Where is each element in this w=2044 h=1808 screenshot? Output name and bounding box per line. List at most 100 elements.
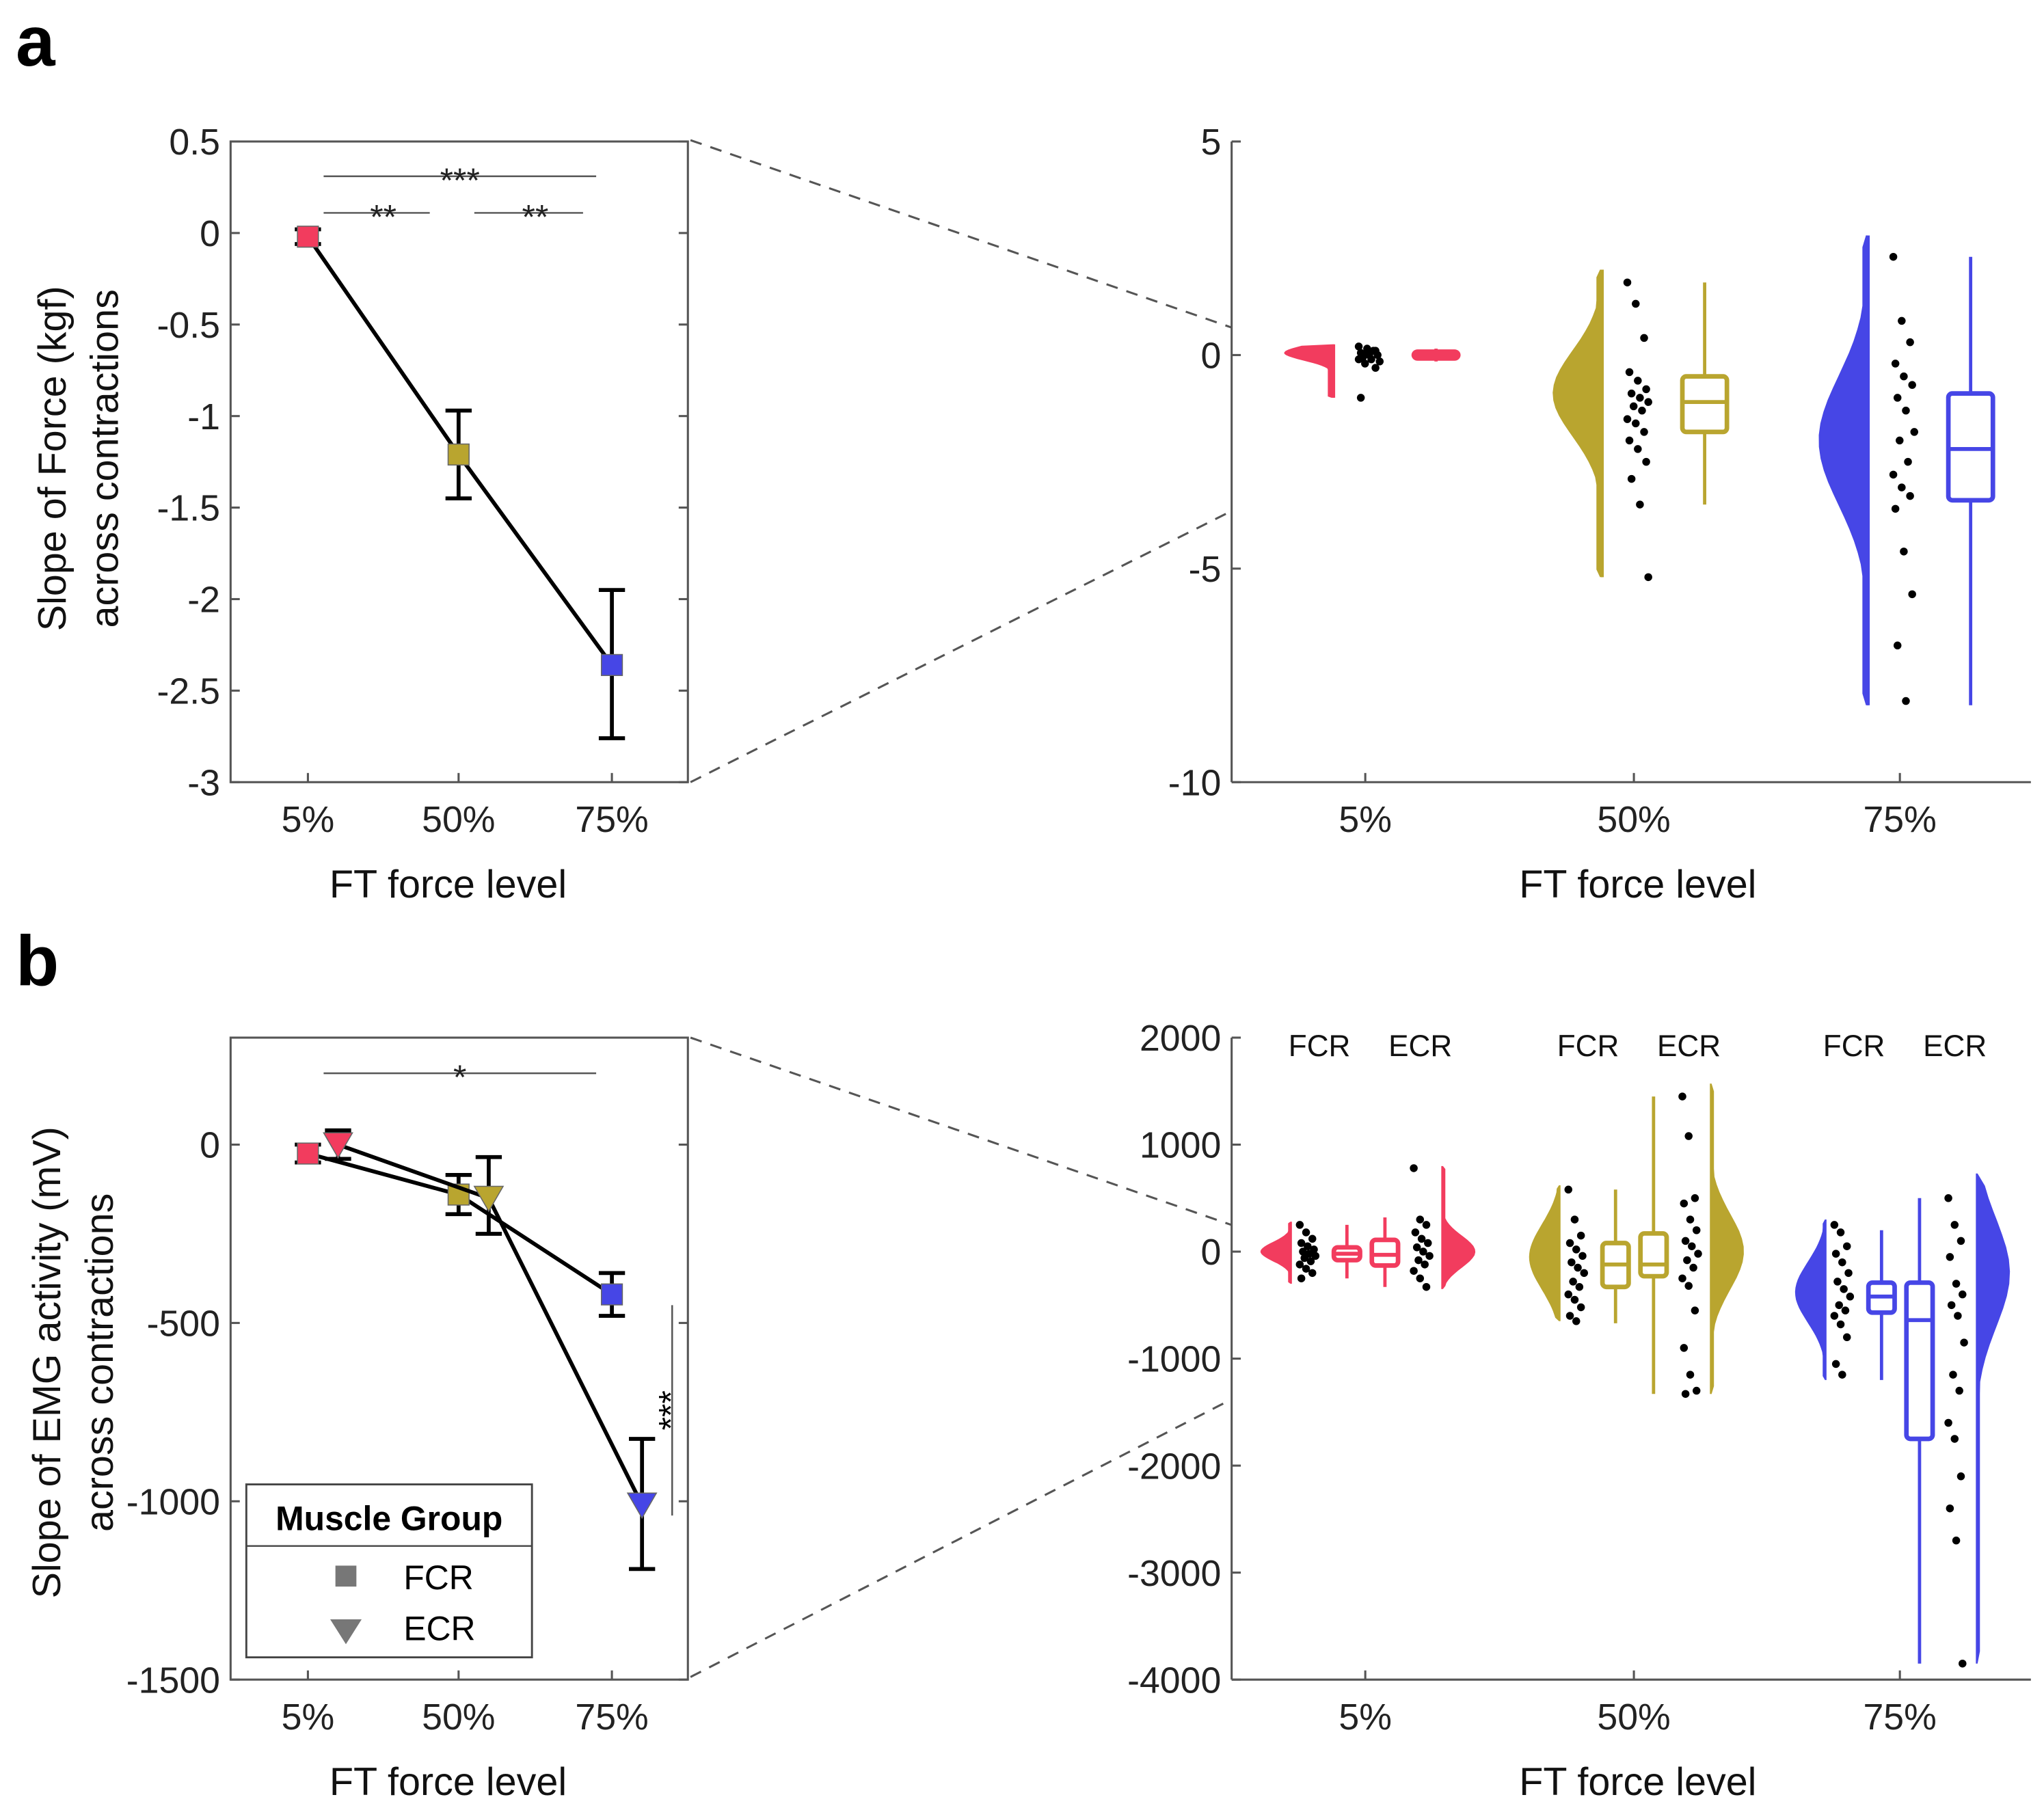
data-dot xyxy=(1956,1472,1965,1481)
y-tick-label: -1500 xyxy=(126,1660,220,1701)
data-dot xyxy=(1369,347,1377,355)
data-dot xyxy=(1642,457,1650,466)
data-dot xyxy=(1691,1306,1699,1314)
data-dot xyxy=(1694,1250,1702,1258)
data-dot xyxy=(1955,1386,1963,1395)
y-tick-label: -4000 xyxy=(1127,1660,1221,1701)
data-dot xyxy=(1634,445,1642,453)
data-dot xyxy=(1421,1260,1429,1269)
panel-label-b: b xyxy=(16,921,59,1000)
data-dot xyxy=(1297,1274,1306,1282)
data-dot xyxy=(1684,1132,1693,1140)
data-dot xyxy=(1686,1215,1695,1224)
data-dot xyxy=(1691,1194,1699,1202)
data-dot xyxy=(1568,1258,1576,1267)
data-dot xyxy=(1300,1254,1308,1263)
x-axis-label-b-right: FT force level xyxy=(1519,1760,1756,1804)
data-dot xyxy=(1842,1242,1851,1250)
y-tick-label: -1 xyxy=(187,396,220,437)
x-tick-label: 5% xyxy=(282,1697,335,1738)
data-dot xyxy=(1833,1278,1842,1286)
data-dot xyxy=(1838,1371,1846,1379)
data-dot xyxy=(1902,406,1910,415)
data-dot xyxy=(1831,1250,1840,1258)
data-point-triangle xyxy=(626,1492,658,1520)
data-dot xyxy=(1910,428,1918,436)
data-dot xyxy=(1425,1252,1434,1260)
data-point-square xyxy=(447,443,470,466)
data-dot xyxy=(1956,1237,1965,1245)
data-dot xyxy=(1634,377,1642,385)
panel-label-a: a xyxy=(16,1,56,81)
y-tick-label: -2 xyxy=(187,580,220,621)
y-tick-label: 2000 xyxy=(1140,1018,1221,1059)
half-violin xyxy=(1794,1219,1827,1380)
group-label-ecr: ECR xyxy=(1923,1029,1987,1063)
half-violin xyxy=(1284,344,1334,398)
legend-box xyxy=(245,1483,533,1659)
x-axis-label-a-right: FT force level xyxy=(1519,863,1756,906)
data-dot xyxy=(1299,1247,1307,1256)
legend: Muscle Group FCR ECR xyxy=(245,1483,533,1659)
data-dot xyxy=(1569,1278,1577,1286)
data-dot xyxy=(1906,491,1914,500)
y-tick-label: 0 xyxy=(1200,1232,1221,1273)
significance-label: *** xyxy=(652,1390,690,1430)
data-dot xyxy=(1311,1252,1320,1260)
significance-label: *** xyxy=(440,161,480,200)
x-tick-label: 50% xyxy=(1597,799,1670,840)
y-tick-label: -2000 xyxy=(1127,1446,1221,1487)
data-dot xyxy=(1830,1221,1839,1229)
y-tick-label: 5 xyxy=(1200,122,1221,163)
data-dot xyxy=(1959,1290,1967,1299)
data-dot xyxy=(1642,385,1650,394)
data-dot xyxy=(1416,1274,1425,1282)
y-tick-label: -5 xyxy=(1189,549,1222,590)
data-dot xyxy=(1578,1252,1587,1260)
half-violin xyxy=(1260,1222,1292,1284)
data-dot xyxy=(1304,1242,1312,1250)
data-dot xyxy=(1422,1282,1431,1291)
data-dot xyxy=(1835,1301,1843,1310)
data-dot xyxy=(1944,1418,1952,1427)
data-dot xyxy=(1893,394,1902,402)
data-point-triangle xyxy=(473,1185,505,1213)
data-dot xyxy=(1692,1386,1701,1395)
data-dot xyxy=(1842,1333,1851,1342)
data-dot xyxy=(1836,1228,1845,1237)
data-dot xyxy=(1572,1245,1581,1254)
y-tick-label: -1000 xyxy=(1127,1339,1221,1380)
data-dot xyxy=(1306,1257,1315,1265)
y-tick-label: -1000 xyxy=(126,1481,220,1522)
data-dot xyxy=(1678,1092,1686,1101)
data-dot xyxy=(1902,697,1910,705)
data-dot xyxy=(1627,389,1636,398)
data-dot xyxy=(1836,1320,1845,1329)
data-dot xyxy=(1576,1303,1585,1312)
data-dot xyxy=(1904,457,1912,466)
data-dot xyxy=(1644,573,1652,582)
data-dot xyxy=(1898,483,1906,491)
data-dot xyxy=(1623,278,1632,286)
data-dot xyxy=(1644,398,1652,406)
data-dot xyxy=(1297,1239,1306,1247)
y-tick-label: 0 xyxy=(1200,336,1221,377)
half-violin xyxy=(1552,269,1603,578)
group-label-ecr: ECR xyxy=(1388,1029,1452,1063)
box-iqr xyxy=(1680,374,1730,435)
data-dot xyxy=(1683,1256,1691,1265)
data-dot xyxy=(1688,1242,1696,1250)
data-dot xyxy=(1846,1293,1855,1301)
data-dot xyxy=(1889,470,1898,479)
legend-entry-ecr: ECR xyxy=(403,1610,475,1648)
data-dot xyxy=(1367,355,1375,364)
y-tick-label: -0.5 xyxy=(157,305,220,346)
data-dot xyxy=(1640,428,1648,436)
data-dot xyxy=(1295,1260,1304,1269)
data-dot xyxy=(1564,1290,1572,1299)
data-dot xyxy=(1375,357,1384,366)
legend-title: Muscle Group xyxy=(275,1500,502,1538)
data-dot xyxy=(1570,1215,1579,1224)
data-dot xyxy=(1410,1164,1418,1172)
